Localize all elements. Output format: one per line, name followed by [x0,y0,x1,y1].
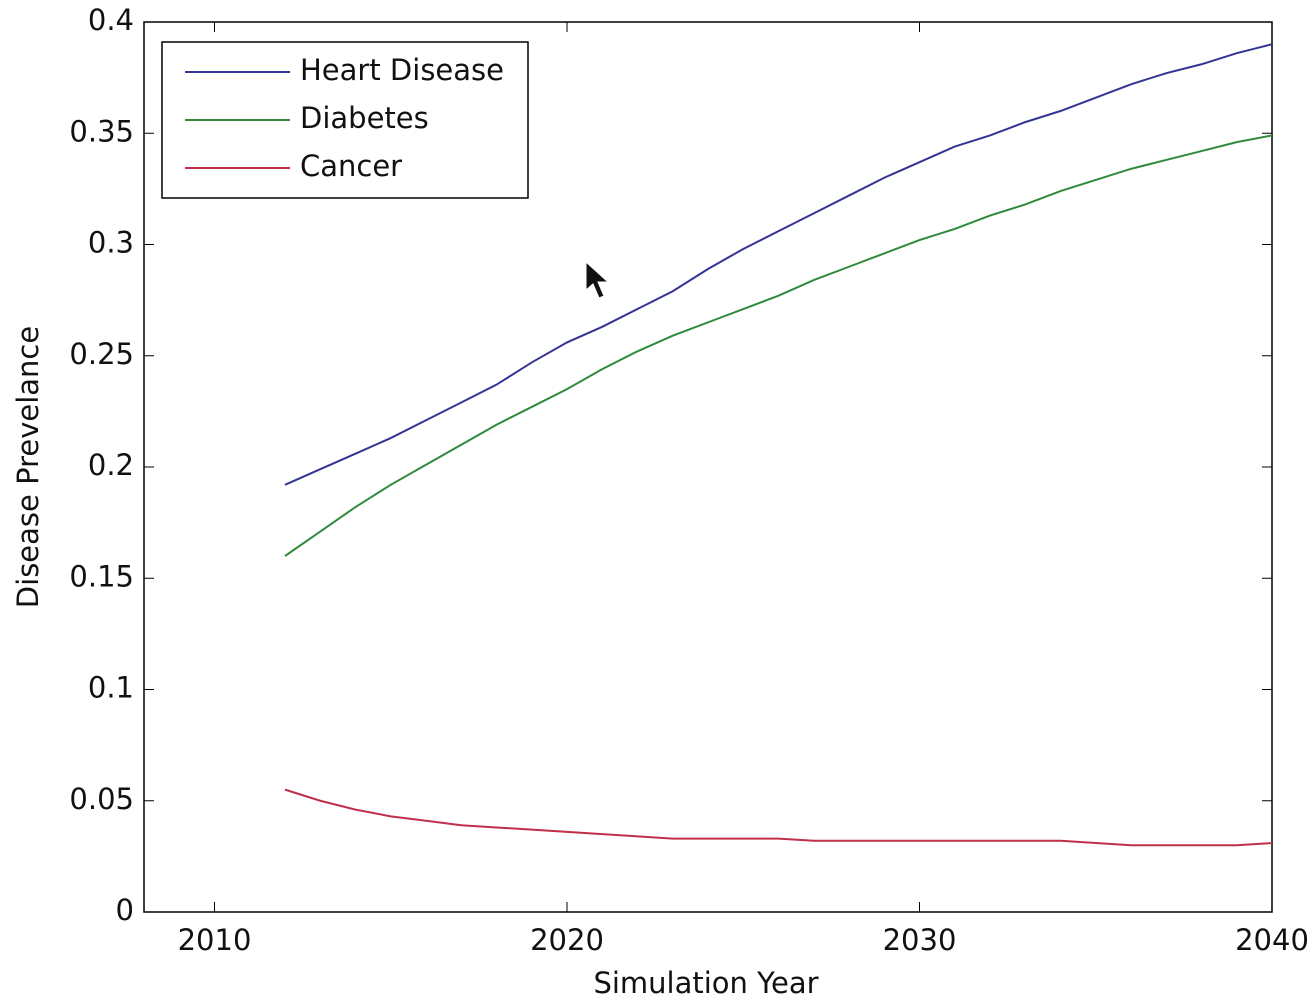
legend-label: Cancer [300,149,402,183]
x-tick-label: 2010 [178,923,252,957]
y-tick-label: 0.1 [88,671,134,705]
x-axis-label: Simulation Year [593,966,818,1000]
legend-label: Heart Disease [300,53,504,87]
series-line [284,43,1273,486]
x-tick-label: 2040 [1235,923,1309,957]
series-line [284,788,1273,847]
x-tick-label: 2020 [530,923,604,957]
plot-frame [143,21,1273,913]
y-tick-label: 0.15 [69,559,134,593]
y-tick-label: 0 [116,893,134,927]
y-tick-label: 0.05 [69,782,134,816]
y-tick-label: 0.2 [88,448,134,482]
y-tick-label: 0.3 [88,226,134,260]
y-tick-label: 0.35 [69,114,134,148]
legend-label: Diabetes [300,101,429,135]
y-tick-label: 0.4 [88,3,134,37]
y-tick-label: 0.25 [69,337,134,371]
y-axis-label: Disease Prevelance [11,326,45,608]
x-tick-label: 2030 [883,923,957,957]
series-line [284,134,1273,557]
mouse-cursor [585,260,610,299]
